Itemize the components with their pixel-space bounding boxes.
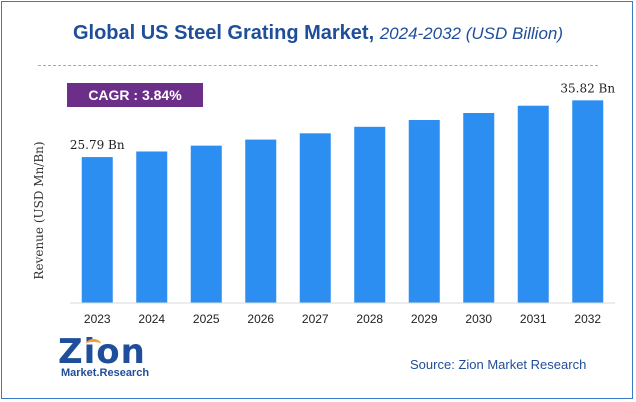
x-tick-label-2030: 2030 (465, 312, 492, 326)
x-tick-label-2032: 2032 (574, 312, 601, 326)
x-tick-label-2029: 2029 (411, 312, 438, 326)
x-tick-label-2031: 2031 (520, 312, 547, 326)
logo-subtitle: Market.Research (61, 367, 150, 379)
bar-2023 (81, 157, 113, 303)
logo-wordmark: Zion (58, 332, 146, 372)
x-tick-label-2023: 2023 (84, 312, 111, 326)
zion-logo: Zion Market.Research (58, 332, 158, 384)
bar-2024 (136, 151, 168, 303)
y-axis-label: Revenue (USD Mn/Bn) (32, 141, 46, 279)
bar-2030 (463, 113, 495, 303)
bar-2031 (517, 105, 549, 303)
data-label-2032: 35.82 Bn (560, 81, 615, 95)
x-tick-label-2027: 2027 (302, 312, 329, 326)
source-note: Source: Zion Market Research (410, 357, 587, 372)
data-label-2023: 25.79 Bn (70, 138, 125, 152)
bar-2032 (572, 100, 604, 303)
x-tick-label-2028: 2028 (356, 312, 383, 326)
cagr-badge: CAGR : 3.84% (67, 83, 203, 107)
logo-swoosh-icon (86, 339, 101, 349)
bar-2029 (408, 120, 440, 303)
bar-2027 (299, 133, 331, 303)
bar-2025 (190, 145, 222, 303)
bar-2028 (354, 126, 386, 303)
title-subtitle: 2024-2032 (USD Billion) (379, 24, 564, 43)
bar-2026 (245, 139, 277, 303)
x-tick-label-2024: 2024 (138, 312, 165, 326)
chart-title: Global US Steel Grating Market, 2024-203… (0, 22, 636, 45)
x-tick-label-2025: 2025 (193, 312, 220, 326)
x-tick-label-2026: 2026 (247, 312, 274, 326)
title-main: Global US Steel Grating Market, (72, 22, 375, 44)
title-divider (38, 65, 598, 66)
